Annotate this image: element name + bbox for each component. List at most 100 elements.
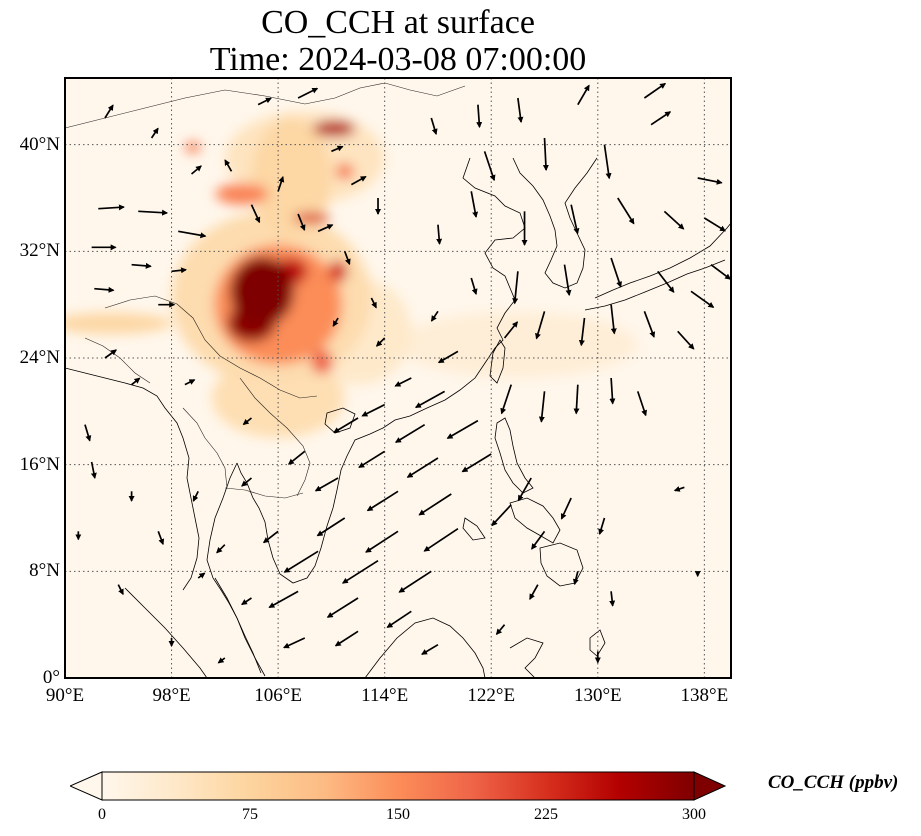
gridlines — [65, 78, 731, 678]
wind-arrow — [650, 111, 672, 126]
wind-arrow — [316, 517, 346, 537]
concentration-blob — [328, 260, 348, 282]
coastline-korea — [512, 157, 598, 289]
concentration-blob — [215, 183, 269, 205]
coastline-malay — [214, 577, 266, 677]
wind-arrow — [609, 591, 616, 607]
wind-arrow — [503, 321, 519, 339]
concentration-blob — [335, 163, 355, 180]
concentration-blob — [184, 142, 201, 153]
wind-arrow — [710, 263, 731, 280]
wind-arrow — [563, 264, 572, 297]
wind-arrow — [190, 165, 202, 175]
wind-arrow — [436, 224, 443, 245]
concentration-blob — [292, 212, 331, 224]
wind-arrow — [598, 517, 606, 535]
wind-arrow — [314, 477, 339, 492]
coastline-mainland — [236, 157, 526, 584]
wind-arrow — [184, 379, 196, 386]
map-canvas — [65, 78, 731, 678]
wind-arrow — [673, 486, 685, 492]
wind-arrow — [262, 530, 279, 544]
coastline-taiwan — [489, 339, 506, 384]
wind-arrow — [394, 423, 426, 443]
latitude-tick-label: 24°N — [19, 347, 60, 368]
wind-arrow — [657, 270, 675, 293]
wind-arrow — [257, 97, 272, 106]
colorbar-tick-label: 150 — [386, 806, 410, 823]
wind-arrow — [609, 377, 616, 405]
coastline-gulf-thailand — [206, 462, 262, 674]
latitude-tick-label: 0° — [42, 667, 60, 688]
wind-arrow — [495, 624, 506, 636]
wind-arrow — [470, 277, 478, 295]
colorbar-extend-low — [70, 771, 103, 801]
wind-arrow — [461, 453, 492, 473]
wind-arrow — [535, 311, 546, 340]
wind-arrow — [663, 210, 685, 230]
wind-arrow — [361, 403, 386, 417]
wind-arrow — [98, 204, 125, 211]
colorbar-tick-label: 225 — [534, 806, 558, 823]
coastline-palawan — [462, 517, 486, 541]
colorbar-tick-label: 0 — [98, 806, 106, 823]
concentration-blob — [311, 350, 333, 374]
wind-arrow — [517, 97, 524, 123]
latitude-tick-label: 16°N — [19, 453, 60, 475]
longitude-tick-label: 106°E — [254, 685, 302, 706]
wind-arrow — [697, 177, 723, 185]
longitude-tick-label: 130°E — [573, 685, 622, 706]
border-china-mongolia — [65, 82, 466, 129]
latitude-tick-label: 40°N — [19, 133, 60, 155]
coastline-bay-of-bengal — [65, 367, 200, 591]
wind-arrow — [643, 311, 656, 338]
wind-arrow — [577, 84, 590, 106]
wind-arrow — [242, 417, 253, 426]
wind-arrow — [690, 290, 715, 309]
wind-arrow — [643, 82, 667, 99]
wind-arrow — [398, 570, 432, 593]
wind-arrow — [131, 262, 152, 269]
coastline-luzon — [494, 417, 534, 494]
latitude-tick-label: 32°N — [19, 240, 60, 262]
wind-arrow — [283, 550, 319, 573]
border-china-south — [104, 295, 318, 399]
wind-arrow — [90, 461, 97, 479]
plot-title-line-2: Time: 2024-03-08 07:00:00 — [209, 41, 587, 78]
wind-arrow — [366, 490, 399, 512]
longitude-tick-label: 138°E — [680, 685, 729, 706]
wind-arrow — [241, 597, 252, 606]
wind-arrow — [333, 417, 359, 434]
wind-vectors — [75, 82, 731, 664]
wind-arrow — [512, 271, 519, 305]
wind-arrow — [406, 457, 439, 478]
coastline-japan-south — [584, 259, 726, 311]
wind-arrow — [268, 590, 299, 609]
coastlines — [65, 157, 731, 678]
coastline-sumatra — [124, 587, 208, 678]
colorbar-body — [101, 771, 695, 801]
wind-arrow — [394, 377, 412, 387]
wind-arrow — [250, 204, 261, 224]
concentration-blob — [398, 311, 638, 378]
wind-arrow — [573, 384, 580, 415]
colorbar-tick-label: 300 — [682, 806, 706, 823]
concentration-blob — [312, 120, 356, 137]
concentration-blob — [65, 312, 172, 334]
wind-arrow — [217, 657, 226, 664]
wind-arrow — [192, 490, 199, 502]
wind-arrow — [603, 144, 612, 180]
wind-arrow — [343, 251, 351, 266]
wind-arrow — [216, 544, 226, 554]
wind-arrow — [241, 477, 253, 487]
latitude-tick-label: 8°N — [29, 560, 60, 582]
wind-arrow — [332, 317, 339, 327]
wind-arrow — [224, 159, 233, 172]
border-laos-vietnam — [239, 377, 311, 497]
concentration-blob — [251, 118, 332, 238]
wind-arrow — [178, 230, 207, 239]
wind-arrow — [414, 390, 446, 409]
wind-arrow — [104, 349, 117, 359]
map-panel — [64, 77, 732, 679]
colorbar-extend-high — [693, 771, 726, 801]
